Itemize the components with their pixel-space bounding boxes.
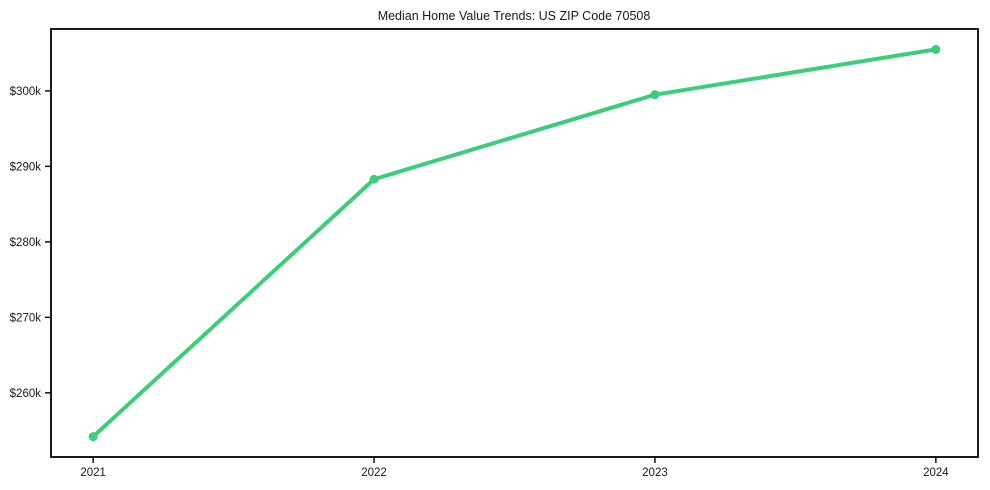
y-tick-label: $300k <box>10 86 42 98</box>
plot-frame <box>50 28 979 458</box>
trend-line <box>91 47 938 439</box>
data-point-2022 <box>369 174 379 184</box>
y-tick-label: $290k <box>10 161 42 173</box>
x-tick-label: 2021 <box>80 467 106 479</box>
x-tick-label: 2024 <box>923 467 949 479</box>
data-point-2023 <box>650 90 660 100</box>
x-tick-label: 2022 <box>361 467 387 479</box>
y-tick-label: $280k <box>10 237 42 249</box>
y-tick-label: $260k <box>10 388 42 400</box>
plot-area: $260k $270k $280k $290k $300k 2021 2022 2023 202… <box>10 28 979 479</box>
data-point-2021 <box>88 432 98 442</box>
x-tick-label: 2023 <box>642 467 668 479</box>
data-point-2024 <box>931 44 941 54</box>
chart-title: Median Home Value Trends: US ZIP Code 70… <box>378 9 651 23</box>
y-tick-label: $270k <box>10 312 42 324</box>
